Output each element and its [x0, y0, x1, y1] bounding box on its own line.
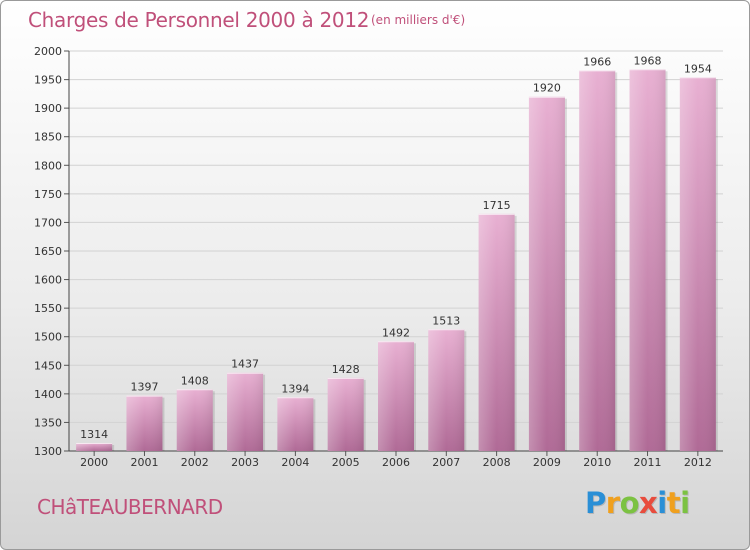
- data-label: 1954: [684, 62, 712, 75]
- x-tick-label: 2000: [80, 456, 108, 469]
- logo-letter: o: [619, 486, 640, 520]
- y-tick-label: 2000: [34, 45, 62, 58]
- bar-shine: [227, 372, 264, 451]
- bar-shine: [478, 213, 515, 451]
- data-label: 1966: [583, 55, 611, 68]
- y-tick-label: 1650: [34, 245, 62, 258]
- y-tick-label: 1800: [34, 159, 62, 172]
- y-tick-label: 1700: [34, 216, 62, 229]
- logo-letter: x: [639, 486, 658, 520]
- data-labels: 1314 1397 1408 1437 1394 1428 1492 1513 1715 1920…: [80, 54, 712, 441]
- data-label: 1920: [533, 82, 561, 95]
- bar-shine: [528, 96, 565, 451]
- logo-letter: P: [585, 486, 606, 520]
- tick-labels: 1300 1350 1400 1450 1500 1550 1600 1650 1700 1750…: [34, 45, 712, 469]
- proxiti-logo: Proxiti: [585, 486, 690, 520]
- y-tick-label: 1850: [34, 131, 62, 144]
- logo-letter: i: [680, 486, 690, 520]
- bars: [76, 69, 718, 452]
- logo-letter: r: [605, 486, 620, 520]
- bar-shine: [679, 77, 716, 452]
- bar-shine: [76, 443, 113, 451]
- bar-shine: [126, 395, 163, 451]
- x-tick-label: 2006: [382, 456, 410, 469]
- x-tick-label: 2008: [483, 456, 511, 469]
- data-label: 1715: [483, 199, 511, 212]
- x-tick-label: 2009: [533, 456, 561, 469]
- bar-shine: [176, 389, 213, 451]
- bar-shine: [327, 377, 364, 451]
- chart-title: Charges de Personnel 2000 à 2012: [28, 8, 370, 32]
- bar-shine: [378, 341, 414, 451]
- y-tick-label: 1600: [34, 274, 62, 287]
- data-label: 1397: [130, 381, 158, 394]
- y-tick-label: 1400: [34, 388, 62, 401]
- y-tick-label: 1750: [34, 188, 62, 201]
- x-tick-label: 2001: [130, 456, 158, 469]
- y-tick-label: 1300: [34, 445, 62, 458]
- bar-shine: [428, 329, 465, 451]
- data-label: 1437: [231, 358, 259, 371]
- logo-letter: i: [657, 486, 667, 520]
- x-tick-label: 2004: [281, 456, 309, 469]
- y-tick-label: 1500: [34, 331, 62, 344]
- logo-letter: t: [666, 486, 681, 520]
- bar-shine: [629, 69, 666, 452]
- x-tick-label: 2011: [634, 456, 662, 469]
- chart-subtitle: (en milliers d'€): [371, 13, 466, 27]
- data-label: 1513: [432, 314, 460, 327]
- data-label: 1968: [634, 54, 662, 67]
- y-tick-label: 1450: [34, 359, 62, 372]
- bar-shine: [277, 397, 314, 451]
- x-tick-label: 2003: [231, 456, 259, 469]
- data-label: 1394: [281, 382, 309, 395]
- commune-name: CHâTEAUBERNARD: [37, 495, 223, 519]
- x-tick-label: 2010: [583, 456, 611, 469]
- y-tick-label: 1950: [34, 74, 62, 87]
- y-tick-label: 1550: [34, 302, 62, 315]
- x-tick-label: 2012: [684, 456, 712, 469]
- data-label: 1428: [332, 363, 360, 376]
- x-tick-label: 2002: [181, 456, 209, 469]
- x-tick-label: 2005: [332, 456, 360, 469]
- y-tick-label: 1900: [34, 102, 62, 115]
- bar-shine: [579, 70, 616, 451]
- data-label: 1314: [80, 428, 108, 441]
- y-tick-label: 1350: [34, 416, 62, 429]
- data-label: 1492: [382, 326, 410, 339]
- x-tick-label: 2007: [432, 456, 460, 469]
- data-label: 1408: [181, 374, 209, 387]
